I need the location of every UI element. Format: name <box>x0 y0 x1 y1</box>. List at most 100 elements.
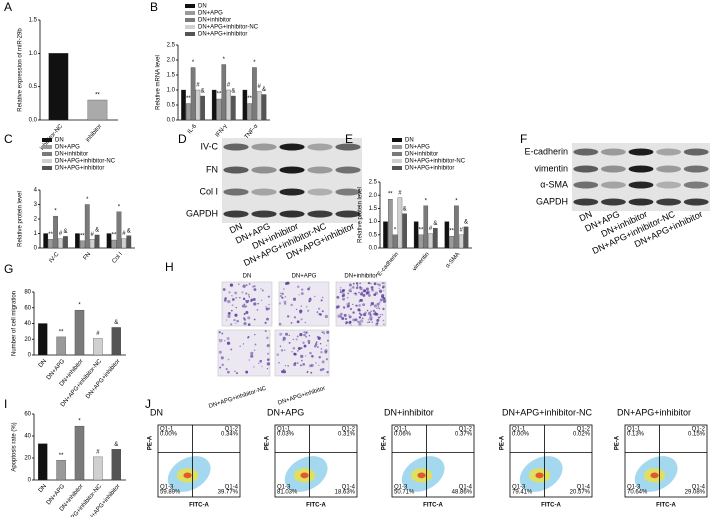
bar <box>75 233 80 249</box>
stained-cell <box>246 336 250 339</box>
stained-cell <box>383 323 385 326</box>
stained-cell <box>322 331 325 334</box>
stained-cell <box>335 305 339 309</box>
y-tick-label: 40 <box>24 321 31 327</box>
stained-cell <box>374 311 376 313</box>
stained-cell <box>342 292 345 296</box>
blot-band <box>279 210 305 218</box>
legend-label: DN+APG+inhibitor-NC <box>198 25 259 31</box>
bar <box>79 240 85 249</box>
stained-cell <box>381 295 384 299</box>
bar <box>84 204 90 249</box>
blot-row-label: GAPDH <box>536 196 568 206</box>
stained-cell <box>317 346 319 348</box>
blot-band <box>279 188 305 196</box>
blot-band <box>600 148 626 156</box>
stained-cell <box>257 302 260 305</box>
stained-cell <box>231 298 235 301</box>
significance-mark: # <box>227 83 231 89</box>
bar <box>216 98 222 121</box>
blot-row-label: Col I <box>199 186 218 196</box>
stained-cell <box>248 359 251 361</box>
stained-cell <box>241 291 244 294</box>
stained-cell <box>295 338 298 341</box>
stained-cell <box>382 286 385 289</box>
quadrant-pct: 0.37% <box>455 432 473 438</box>
stained-cell <box>369 316 373 320</box>
significance-mark: ** <box>59 329 64 335</box>
stained-cell <box>376 302 380 306</box>
quadrant-pct: 0.00% <box>160 432 178 438</box>
blot-band <box>628 165 654 173</box>
stained-cell <box>278 322 282 326</box>
stained-cell <box>363 312 367 317</box>
stained-cell <box>296 335 299 338</box>
flow-frame <box>157 424 241 498</box>
stained-cell <box>276 353 280 356</box>
stained-cell <box>266 336 269 340</box>
stained-cell <box>378 289 383 293</box>
quadrant-name: Q1-3 <box>394 485 408 491</box>
stained-cell <box>218 331 221 334</box>
stained-cell <box>247 323 251 326</box>
panel-letter: D <box>178 132 187 146</box>
stained-cell <box>353 292 356 295</box>
blot-row-label: α-SMA <box>540 179 568 189</box>
blot-band <box>251 210 277 218</box>
stained-cell <box>238 283 240 285</box>
y-tick-label: 20 <box>24 456 31 462</box>
y-axis-label: Relative mRNA level <box>156 55 162 110</box>
y-axis-label: PE-A <box>382 435 388 450</box>
blot-band <box>628 181 654 189</box>
micrograph <box>221 281 273 327</box>
quadrant-pct: 50.71% <box>394 490 415 496</box>
stained-cell <box>373 304 377 308</box>
stained-cell <box>218 350 222 354</box>
quadrant-name: Q1-2 <box>577 427 591 433</box>
quadrant-pct: 0.03% <box>277 432 295 438</box>
blot-band <box>683 148 709 156</box>
quadrant-pct: 0.00% <box>512 432 530 438</box>
legend-label: DN <box>198 4 207 10</box>
y-axis-label: Apoptosis rate (%) <box>12 422 18 471</box>
bar <box>383 221 388 249</box>
bar <box>195 89 201 121</box>
stained-cell <box>319 313 322 316</box>
y-tick-label: 0.0 <box>29 118 38 124</box>
flow-title: DN+APG+inhibitor <box>617 407 691 417</box>
stained-cell <box>292 297 297 301</box>
stained-cell <box>356 285 359 287</box>
y-tick-label: 40 <box>24 434 31 440</box>
significance-mark: ** <box>217 92 222 98</box>
significance-mark: ** <box>59 453 64 459</box>
stained-cell <box>220 356 224 360</box>
flow-title: DN+APG <box>267 407 304 417</box>
stained-cell <box>361 317 364 320</box>
stained-cell <box>347 304 350 308</box>
stained-cell <box>323 333 325 335</box>
stained-cell <box>350 324 352 326</box>
stained-cell <box>296 320 300 324</box>
stained-cell <box>296 349 299 352</box>
stained-cell <box>230 309 233 312</box>
stained-cell <box>235 322 237 324</box>
bar <box>413 221 419 249</box>
significance-mark: & <box>114 320 118 326</box>
stained-cell <box>283 300 287 304</box>
stained-cell <box>371 288 375 292</box>
stained-cell <box>356 320 359 323</box>
stained-cell <box>315 341 318 344</box>
flow-title: DN+APG+inhibitor-NC <box>502 407 593 417</box>
stained-cell <box>378 283 381 287</box>
stained-cell <box>342 297 346 301</box>
stained-cell <box>320 299 323 302</box>
legend-swatch <box>185 32 195 36</box>
stained-cell <box>279 294 283 298</box>
x-tick-label: Col I <box>111 251 124 265</box>
stained-cell <box>321 360 325 364</box>
bar <box>94 234 100 249</box>
stained-cell <box>337 314 341 318</box>
y-tick-label: 3 <box>34 202 38 208</box>
cell-core-hot <box>535 472 544 479</box>
y-axis-label: PE-A <box>500 435 506 450</box>
